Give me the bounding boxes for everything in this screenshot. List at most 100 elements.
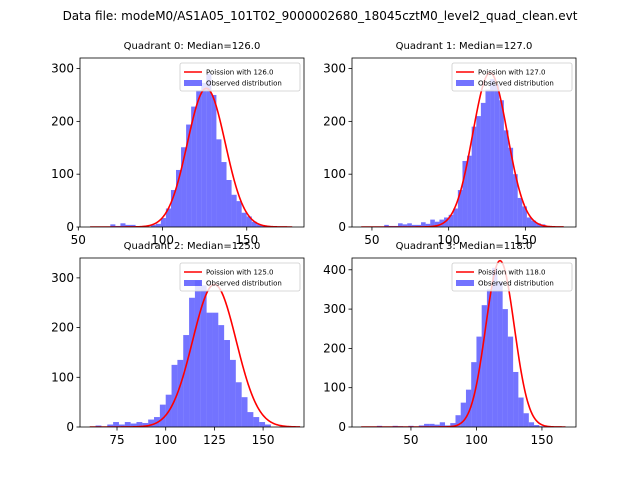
histogram-bar	[241, 212, 247, 227]
poisson-curve	[361, 259, 566, 427]
legend-hist-swatch	[184, 80, 202, 86]
histogram-bar	[407, 223, 412, 227]
legend: Poission with 126.0 Observed distribution	[179, 62, 301, 92]
histogram-bar	[136, 422, 143, 427]
x-tick-label: 150	[235, 233, 258, 247]
figure-title: Data file: modeM0/AS1A05_101T02_90000026…	[63, 9, 578, 23]
x-tick-label: 150	[530, 433, 553, 447]
histogram-bar	[211, 94, 217, 227]
y-tick-label: 100	[51, 167, 74, 181]
histogram-bar	[462, 160, 468, 227]
histogram-bar	[226, 179, 232, 227]
histogram-bar	[107, 424, 114, 427]
histogram-bar	[241, 397, 248, 427]
histogram-bar	[130, 224, 136, 227]
histogram-bar	[453, 208, 458, 227]
histogram-bar	[486, 289, 493, 427]
histogram-bar	[118, 424, 125, 427]
legend-box	[179, 62, 301, 92]
y-tick-label: 200	[323, 341, 346, 355]
histogram-bar	[490, 79, 495, 227]
histogram-bar	[231, 194, 237, 227]
histogram-bar	[513, 174, 518, 227]
subplot-grid: Quadrant 0: Median=126.0 50 100 150 0 100 200 3…	[51, 41, 577, 447]
histogram-bar	[481, 305, 487, 427]
histogram-bar	[526, 217, 532, 227]
legend-box	[451, 62, 573, 92]
x-tick-label: 100	[465, 433, 488, 447]
axes-frame	[351, 257, 577, 428]
x-tick-label: 150	[252, 433, 275, 447]
histogram-bar	[236, 201, 242, 227]
x-tick-label: 50	[364, 233, 379, 247]
legend-label-poisson: Poission with 126.0	[206, 69, 274, 77]
histogram-bar	[384, 224, 389, 227]
histogram-bar	[476, 116, 481, 227]
histogram-bar	[194, 280, 201, 427]
legend-label-poisson: Poission with 118.0	[478, 269, 546, 277]
histogram-bar	[159, 404, 166, 427]
quadrant-2-title: Quadrant 2: Median=125.0	[124, 241, 261, 252]
poisson-curve	[361, 72, 564, 227]
quadrant-2-plot: Quadrant 2: Median=125.0 75 100 125 150 0 100 2…	[51, 241, 305, 447]
histogram-bar	[502, 309, 508, 427]
y-tick-label: 0	[66, 220, 74, 234]
x-tick-label: 150	[514, 233, 537, 247]
histogram-bar	[130, 423, 137, 427]
histogram-bar	[416, 224, 422, 227]
histogram-bar	[455, 415, 461, 427]
histogram-bar	[507, 336, 514, 427]
histogram-bar	[494, 84, 500, 227]
histogram-bar	[183, 335, 190, 427]
histogram-bars	[110, 73, 272, 227]
legend-box	[179, 262, 301, 292]
x-tick-label: 100	[437, 233, 460, 247]
x-tick-label: 50	[403, 433, 418, 447]
histogram-bar	[150, 224, 156, 227]
histogram-bar	[536, 223, 541, 227]
histogram-bar	[513, 371, 519, 427]
histogram-bar	[181, 147, 187, 227]
histogram-bar	[165, 208, 171, 227]
histogram-bar	[517, 197, 523, 227]
y-tick-label: 0	[66, 420, 74, 434]
histogram-bar	[246, 216, 252, 227]
histogram-bar	[200, 285, 207, 427]
histogram-bar	[434, 424, 440, 427]
histogram-bar	[448, 214, 454, 227]
quadrant-0-plot: Quadrant 0: Median=126.0 50 100 150 0 100 200 3…	[51, 41, 305, 247]
histogram-bar	[253, 417, 260, 427]
histogram-bar	[189, 297, 195, 427]
histogram-bar	[142, 423, 149, 427]
histogram-bar	[518, 397, 524, 427]
legend-hist-swatch	[456, 80, 474, 86]
quadrant-3-plot: Quadrant 3: Median=118.0 50 100 150 0 100 200 3…	[323, 241, 577, 447]
histogram-bar	[467, 155, 472, 227]
y-tick-label: 0	[338, 220, 346, 234]
histogram-bar	[444, 217, 449, 227]
histogram-bar	[421, 222, 426, 227]
y-tick-label: 100	[323, 167, 346, 181]
y-tick-label: 100	[323, 381, 346, 395]
y-tick-label: 300	[323, 62, 346, 76]
histogram-bar	[148, 419, 155, 427]
histogram-bar	[221, 162, 227, 227]
legend-label-observed: Observed distribution	[478, 280, 554, 288]
histogram-bar	[434, 221, 440, 227]
histogram-bar	[499, 100, 504, 227]
histogram-bar	[177, 359, 184, 427]
histogram-bar	[492, 267, 498, 427]
y-tick-label: 400	[323, 263, 346, 277]
histogram-bar	[160, 218, 166, 227]
histogram-bar	[218, 325, 225, 427]
histogram-bar	[256, 224, 262, 227]
histogram-bar	[235, 382, 242, 427]
histogram-bar	[425, 223, 431, 227]
histogram-bar	[176, 169, 182, 227]
x-tick-label: 100	[151, 233, 174, 247]
histogram-bar	[460, 402, 466, 427]
axes-frame	[79, 57, 305, 228]
axes-frame	[79, 257, 305, 428]
histogram-bar	[503, 130, 509, 227]
